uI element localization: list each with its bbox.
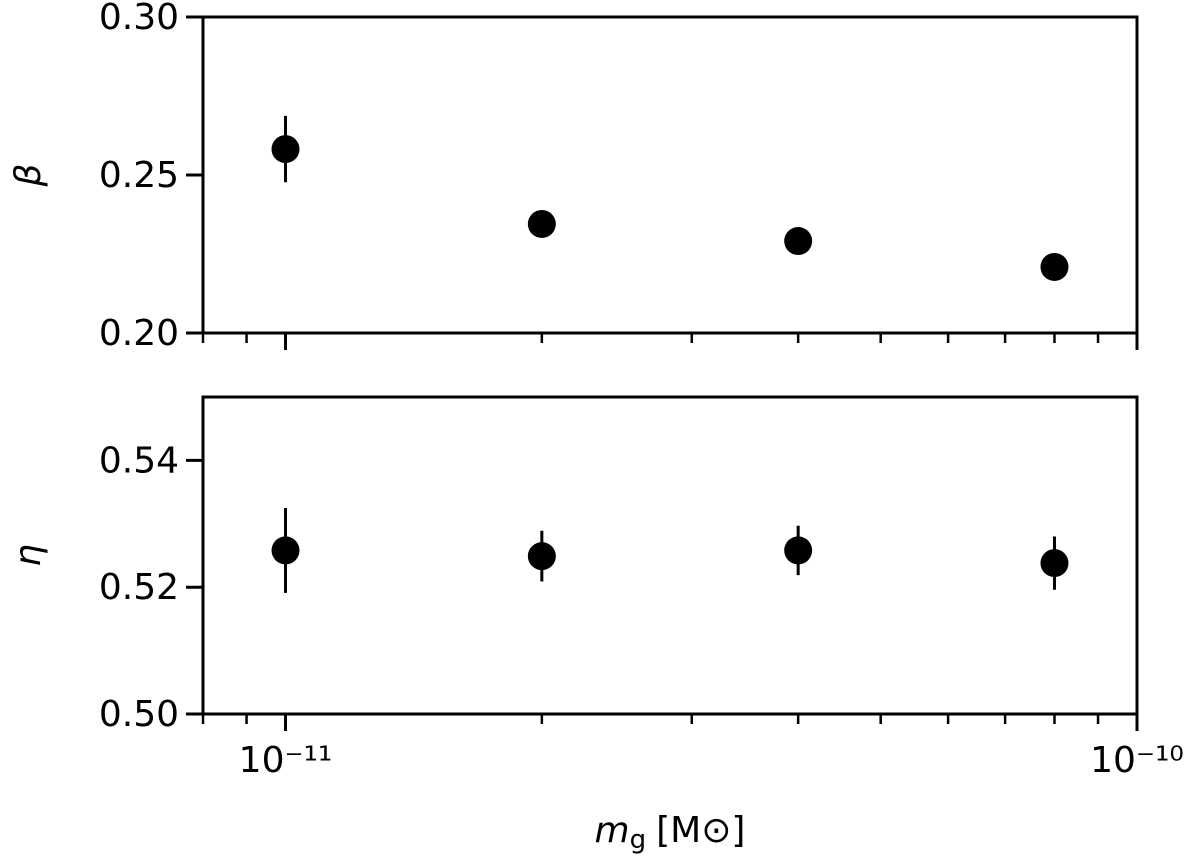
data-point bbox=[271, 135, 300, 164]
x-axis-label-symbol: m bbox=[595, 810, 630, 851]
x-axis-label-unit: [M⊙] bbox=[656, 810, 745, 851]
y-axis-label: β bbox=[8, 164, 49, 188]
y-tick-label: 0.54 bbox=[99, 440, 179, 481]
y-tick-label: 0.52 bbox=[99, 567, 179, 608]
y-tick-label: 0.25 bbox=[99, 155, 179, 196]
data-point bbox=[1040, 252, 1069, 281]
data-point bbox=[1040, 549, 1069, 578]
data-point bbox=[271, 536, 300, 565]
x-axis-label: mg [M⊙] bbox=[595, 810, 746, 855]
data-point bbox=[784, 227, 813, 256]
y-tick-label: 0.50 bbox=[99, 694, 179, 735]
plot-frame bbox=[201, 395, 1139, 716]
data-point bbox=[527, 209, 556, 238]
x-tick-label: 10⁻¹⁰ bbox=[1090, 740, 1184, 781]
y-tick-label: 0.30 bbox=[99, 0, 179, 38]
data-point bbox=[784, 536, 813, 565]
x-axis-label-subscript: g bbox=[630, 825, 647, 855]
plot-frame bbox=[201, 15, 1139, 335]
x-tick-label: 10⁻¹¹ bbox=[239, 740, 333, 781]
data-point bbox=[527, 542, 556, 571]
y-axis-label: η bbox=[8, 544, 49, 567]
y-tick-label: 0.20 bbox=[99, 313, 179, 354]
